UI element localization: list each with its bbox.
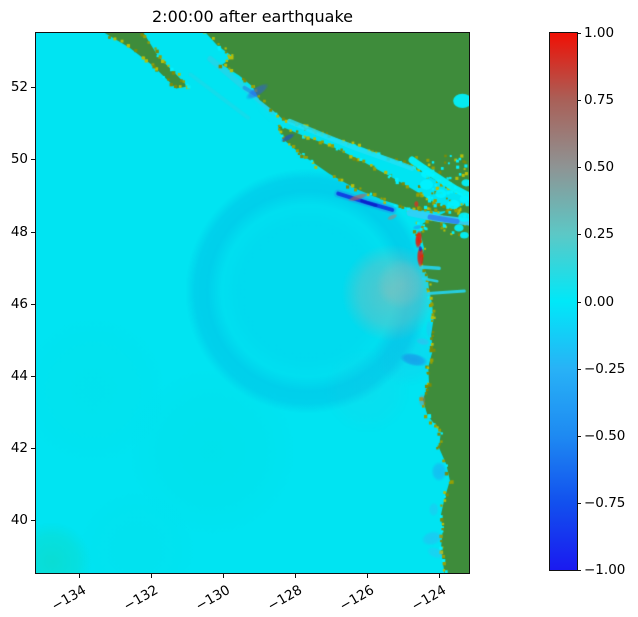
colorbar-tick-mark	[577, 435, 581, 437]
x-tick-label: −126	[336, 582, 378, 615]
colorbar-tick-mark	[577, 167, 581, 169]
colorbar-tick-label: 0.25	[584, 226, 615, 243]
chart-title: 2:00:00 after earthquake	[152, 7, 353, 26]
colorbar-tick-mark	[577, 33, 581, 34]
y-tick-label: 40	[10, 512, 28, 529]
x-tick-label: −132	[120, 582, 161, 615]
y-tick-label: 44	[10, 367, 28, 384]
x-tick-label: −128	[264, 582, 305, 615]
x-tick-label: −124	[408, 582, 450, 615]
map-canvas	[36, 33, 469, 573]
colorbar	[549, 32, 578, 571]
colorbar-tick-label: 0.50	[584, 159, 615, 176]
y-tick-mark	[31, 159, 35, 161]
colorbar-tick-mark	[577, 368, 581, 370]
colorbar-tick-mark	[577, 301, 581, 303]
colorbar-tick-label: −0.75	[584, 494, 626, 511]
y-tick-label: 46	[10, 295, 28, 312]
y-tick-label: 52	[10, 79, 28, 96]
colorbar-tick-label: 0.00	[584, 293, 615, 310]
colorbar-tick-label: 0.75	[584, 92, 615, 109]
y-tick-mark	[31, 231, 35, 233]
y-tick-mark	[31, 520, 35, 522]
y-tick-label: 50	[10, 151, 28, 168]
x-tick-mark	[150, 574, 152, 578]
y-tick-label: 48	[10, 223, 28, 240]
colorbar-tick-mark	[577, 502, 581, 504]
x-tick-mark	[439, 574, 441, 578]
y-tick-mark	[31, 448, 35, 450]
x-tick-mark	[222, 574, 224, 578]
colorbar-tick-label: −1.00	[584, 562, 626, 578]
x-tick-mark	[295, 574, 296, 578]
y-tick-mark	[31, 303, 35, 305]
y-tick-label: 42	[10, 440, 28, 457]
y-tick-mark	[31, 375, 35, 377]
y-tick-mark	[31, 87, 35, 89]
colorbar-tick-mark	[577, 100, 581, 102]
colorbar-tick-label: 1.00	[584, 25, 615, 41]
x-tick-label: −130	[192, 582, 233, 615]
colorbar-tick-mark	[577, 570, 581, 571]
x-tick-mark	[367, 574, 369, 578]
x-tick-mark	[78, 574, 80, 578]
colorbar-tick-label: −0.25	[584, 360, 626, 377]
colorbar-tick-mark	[577, 234, 581, 236]
x-tick-label: −134	[48, 582, 89, 615]
colorbar-tick-label: −0.50	[584, 427, 626, 444]
